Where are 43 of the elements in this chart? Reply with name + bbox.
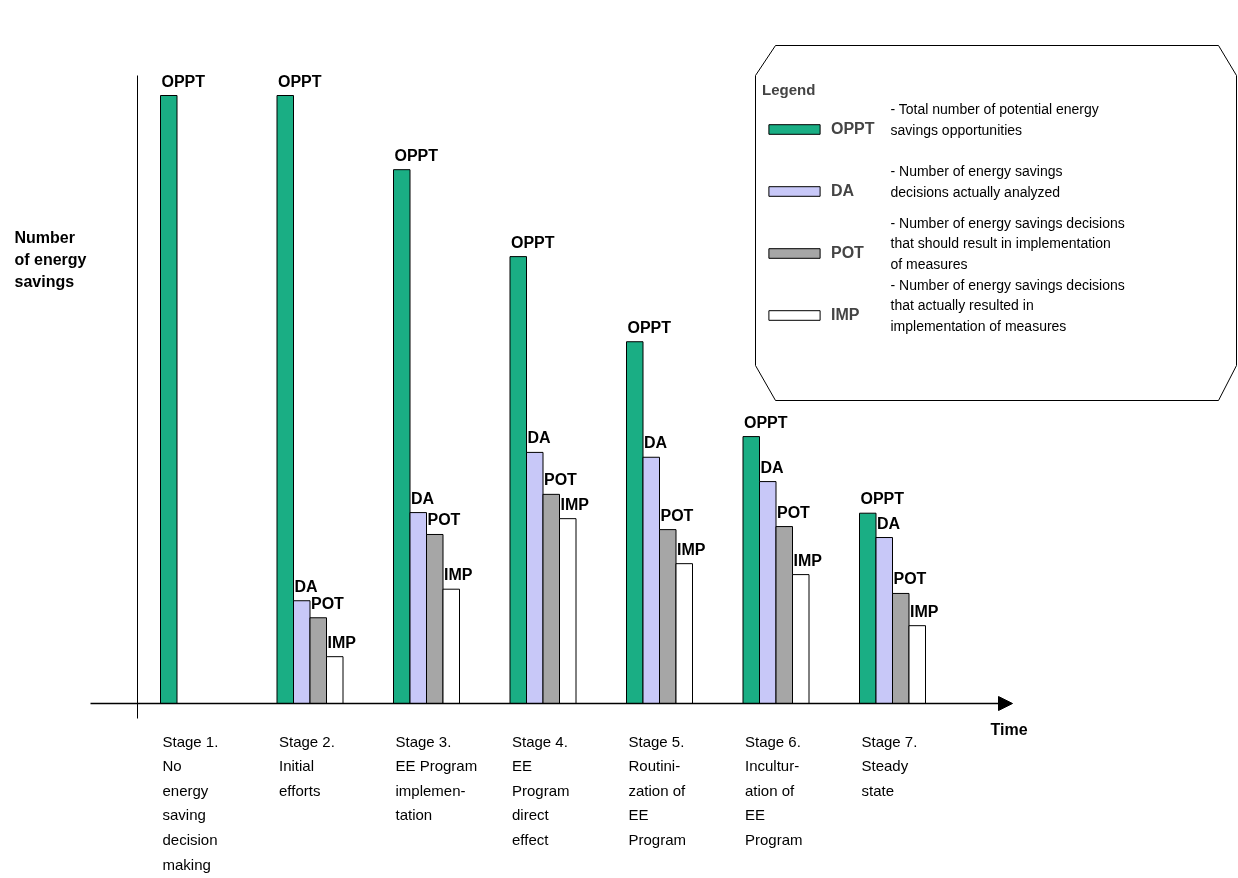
text: OPPT — [278, 72, 322, 90]
text: DA — [411, 489, 435, 507]
text: OPPT — [627, 318, 672, 336]
text: OPPT — [394, 146, 439, 164]
text: OPPT — [744, 413, 788, 431]
x-tick-label: Stage 2. Initial efforts — [279, 732, 335, 799]
legend-label: DA — [831, 181, 855, 201]
text: IMP — [327, 633, 356, 651]
text: IMP — [793, 551, 822, 569]
text: POT — [893, 570, 927, 588]
annotation: - Number of energy savings decisions that actually resulted in implementation of measures — [890, 276, 1125, 335]
annotation: - Total number of potential energy savings opportunities — [890, 101, 1099, 138]
text: DA — [877, 514, 901, 532]
y-axis-title: Number of energy savings — [14, 228, 87, 290]
legend-title: Legend — [762, 81, 817, 98]
annotation: - Number of energy savings decisions actually analyzed — [890, 163, 1063, 200]
text: IMP — [560, 495, 589, 513]
legend-label: POT — [831, 243, 864, 263]
text: DA — [294, 577, 318, 595]
text: IMP — [677, 540, 706, 558]
text: IMP — [444, 566, 473, 584]
x-axis-title: Time — [990, 720, 1028, 738]
x-tick-label: Stage 5. Routini- zation of EE Program — [628, 732, 687, 849]
text: OPPT — [860, 490, 905, 508]
text: DA — [527, 429, 551, 447]
text: DA — [644, 434, 668, 452]
x-tick-label: Stage 4. EE Program direct effect — [512, 732, 570, 849]
text: POT — [311, 594, 344, 612]
text: DA — [760, 458, 784, 476]
text: IMP — [910, 602, 939, 620]
legend-label: IMP — [831, 305, 860, 325]
x-tick-label: Stage 1. No energy saving decision making — [162, 732, 219, 873]
x-tick-label: Stage 3. EE Program implemen- tation — [395, 732, 478, 824]
x-tick-label: Stage 7. Steady state — [861, 732, 918, 799]
text: POT — [660, 506, 694, 524]
text: POT — [544, 471, 577, 489]
text: POT — [777, 503, 810, 521]
annotation: - Number of energy savings decisions that should result in implementation of measures — [890, 214, 1125, 273]
legend-label: OPPT — [831, 119, 875, 139]
text: OPPT — [161, 72, 206, 90]
text: POT — [427, 511, 461, 529]
x-tick-label: Stage 6. Incultur- ation of EE Program — [745, 732, 803, 849]
text: OPPT — [511, 233, 555, 251]
